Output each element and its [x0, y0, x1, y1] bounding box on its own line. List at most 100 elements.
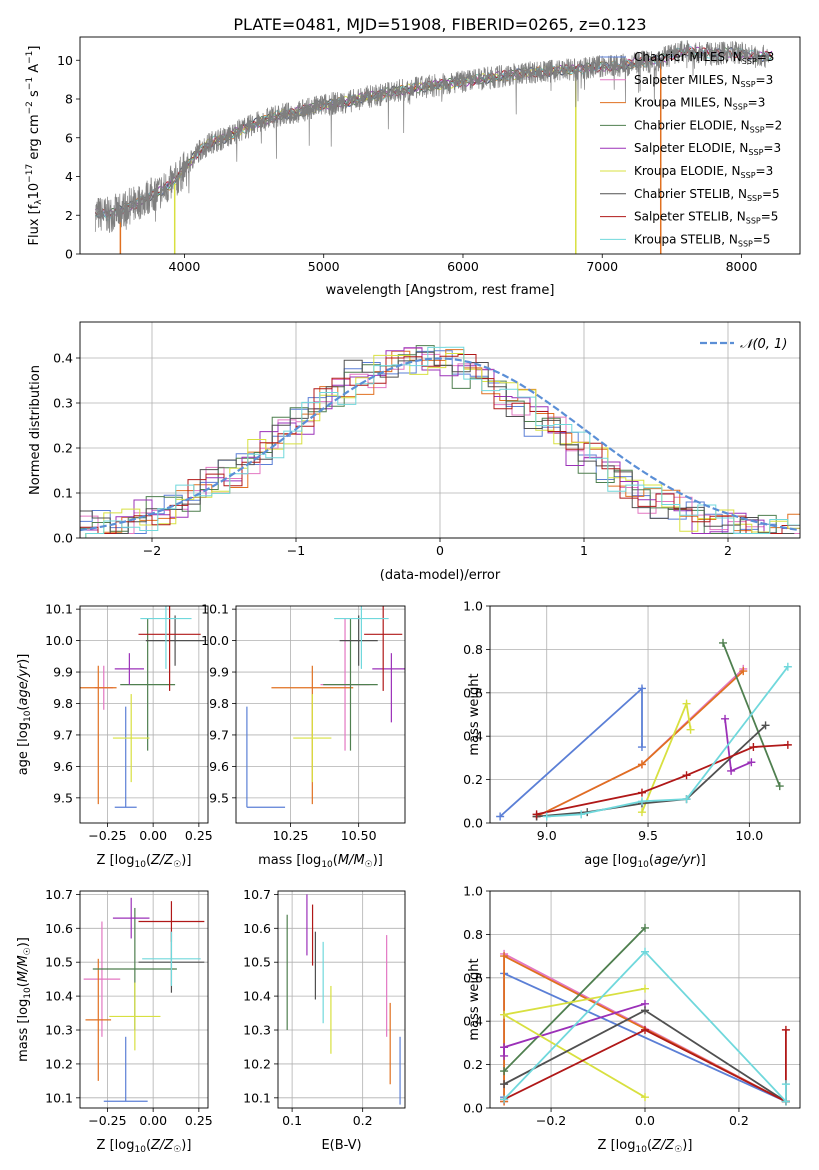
y-tick-label: 0.2: [463, 772, 483, 787]
axes-spectrum: 4000 5000 6000 7000 8000 0 2 4 6 8 10 wavelength [A…: [25, 36, 801, 298]
weight-marker: [637, 797, 646, 806]
axes-frame: [79, 605, 209, 824]
weight-marker: [500, 1051, 509, 1060]
x-tick-label: 10.0: [735, 828, 763, 843]
plot-area-mass_vs_Z: [83, 897, 205, 1102]
y-axis-label: mass weight: [467, 958, 482, 1040]
weight-marker: [641, 923, 649, 932]
x-tick-label: 10.50: [341, 828, 377, 843]
weight-marker: [719, 638, 728, 647]
plot-area-age_vs_Z: [80, 606, 205, 808]
y-tick-label: 0.6: [463, 685, 483, 700]
axes-frame: [277, 890, 406, 1109]
weight-marker: [496, 812, 505, 821]
weight-marker: [637, 684, 646, 693]
x-tick-label: 0: [436, 543, 444, 558]
y-tick-label: 10.6: [45, 921, 73, 936]
x-tick-label: 9.5: [638, 828, 658, 843]
model-line: [94, 46, 773, 217]
x-tick-label: 8000: [726, 259, 758, 274]
weight-marker: [641, 1025, 649, 1034]
weight-marker: [500, 1080, 509, 1089]
y-tick-label: 4: [65, 169, 73, 184]
x-tick-label: 10.25: [273, 828, 309, 843]
legend-label: Salpeter ELODIE, NSSP=3: [634, 141, 781, 157]
weight-line: [503, 1028, 787, 1103]
legend: Chabrier MILES, NSSP=3 Salpeter MILES, NS…: [600, 50, 782, 248]
x-tick-label: 4000: [169, 259, 201, 274]
y-axis-label: mass [log10(M/M☉)]: [16, 937, 33, 1062]
weight-line: [503, 927, 646, 1072]
x-tick-label: −0.25: [88, 1113, 126, 1128]
weight-marker: [682, 699, 691, 708]
x-axis-label: Z [log10(Z/Z☉)]: [97, 1138, 192, 1155]
x-tick-label: 0.25: [185, 1113, 213, 1128]
y-tick-label: 10.0: [201, 633, 229, 648]
legend-label: Chabrier ELODIE, NSSP=2: [634, 118, 782, 134]
plot-area-mass_vs_ebv: [286, 894, 401, 1105]
y-tick-label: 10: [57, 53, 73, 68]
weight-marker: [500, 952, 509, 961]
axes-age_vs_Z: −0.25 0.00 0.25 9.5 9.6 9.7 9.8 9.9 10.0 10.1 Z [l…: [16, 602, 213, 870]
weight-marker: [500, 1067, 509, 1076]
axes-frame: [79, 321, 801, 539]
x-tick-label: 1: [580, 543, 588, 558]
weight-marker: [641, 1006, 649, 1015]
weight-marker: [783, 662, 792, 671]
x-tick-label: 0.25: [185, 828, 213, 843]
plot-area-weight_vs_age: [496, 638, 792, 821]
y-tick-label: 10.0: [45, 633, 73, 648]
axes-residuals: −2 −1 0 1 2 0.0 0.1 0.2 0.3 0.4 (data-model)/error…: [28, 321, 801, 583]
weight-marker: [577, 810, 586, 819]
y-tick-label: 10.3: [45, 1023, 73, 1038]
x-tick-label: 0.00: [139, 1113, 167, 1128]
legend-label: Kroupa ELODIE, NSSP=3: [634, 164, 773, 180]
y-axis-label: mass weight: [467, 673, 482, 755]
y-axis-label: age [log10(age/yr)]: [16, 654, 33, 776]
x-tick-label: 2: [724, 543, 732, 558]
y-tick-label: 0.6: [463, 970, 483, 985]
figure-title: PLATE=0481, MJD=51908, FIBERID=0265, z=0…: [233, 15, 646, 34]
y-tick-label: 10.5: [45, 955, 73, 970]
plot-area-weight_vs_Z: [500, 923, 790, 1106]
y-tick-label: 0.0: [463, 816, 483, 831]
y-tick-label: 9.7: [209, 727, 229, 742]
weight-marker: [532, 810, 541, 819]
y-tick-label: 10.3: [243, 1023, 271, 1038]
plot-area-spectrum: [94, 40, 773, 254]
axes-age_vs_mass: 10.25 10.50 9.5 9.6 9.7 9.8 9.9 10.0 10.1 mass [l…: [201, 602, 406, 870]
y-tick-label: 0.0: [463, 1101, 483, 1116]
x-axis-label: wavelength [Angstrom, rest frame]: [326, 283, 555, 298]
weight-marker: [641, 984, 649, 993]
axes-frame: [489, 605, 801, 824]
x-tick-label: 0.1: [282, 1113, 302, 1128]
y-tick-label: 0.4: [463, 1014, 483, 1029]
y-tick-label: 6: [65, 130, 73, 145]
x-tick-label: 6000: [447, 259, 479, 274]
x-tick-label: −0.2: [536, 1113, 566, 1128]
model-line: [120, 59, 662, 214]
y-tick-label: 9.6: [209, 759, 229, 774]
x-tick-label: 9.0: [537, 828, 557, 843]
weight-marker: [739, 667, 748, 676]
y-tick-label: 2: [65, 208, 73, 223]
legend-label: 𝒩(0, 1): [740, 337, 787, 352]
data-spectrum: [94, 40, 770, 233]
y-tick-label: 10.1: [45, 602, 73, 617]
x-tick-label: −1: [287, 543, 305, 558]
legend-label: Kroupa MILES, NSSP=3: [634, 96, 765, 112]
weight-marker: [775, 782, 784, 791]
y-tick-label: 10.7: [243, 887, 271, 902]
y-tick-label: 9.6: [53, 759, 73, 774]
y-tick-label: 9.9: [209, 665, 229, 680]
y-tick-label: 0.1: [53, 486, 73, 501]
weight-marker: [761, 721, 770, 730]
axes-frame: [489, 890, 801, 1109]
y-tick-label: 10.5: [243, 955, 271, 970]
histogram-step: [80, 345, 795, 534]
weight-line: [503, 950, 787, 1104]
y-tick-label: 10.1: [201, 602, 229, 617]
y-tick-label: 10.7: [45, 887, 73, 902]
y-tick-label: 0.0: [53, 531, 73, 546]
